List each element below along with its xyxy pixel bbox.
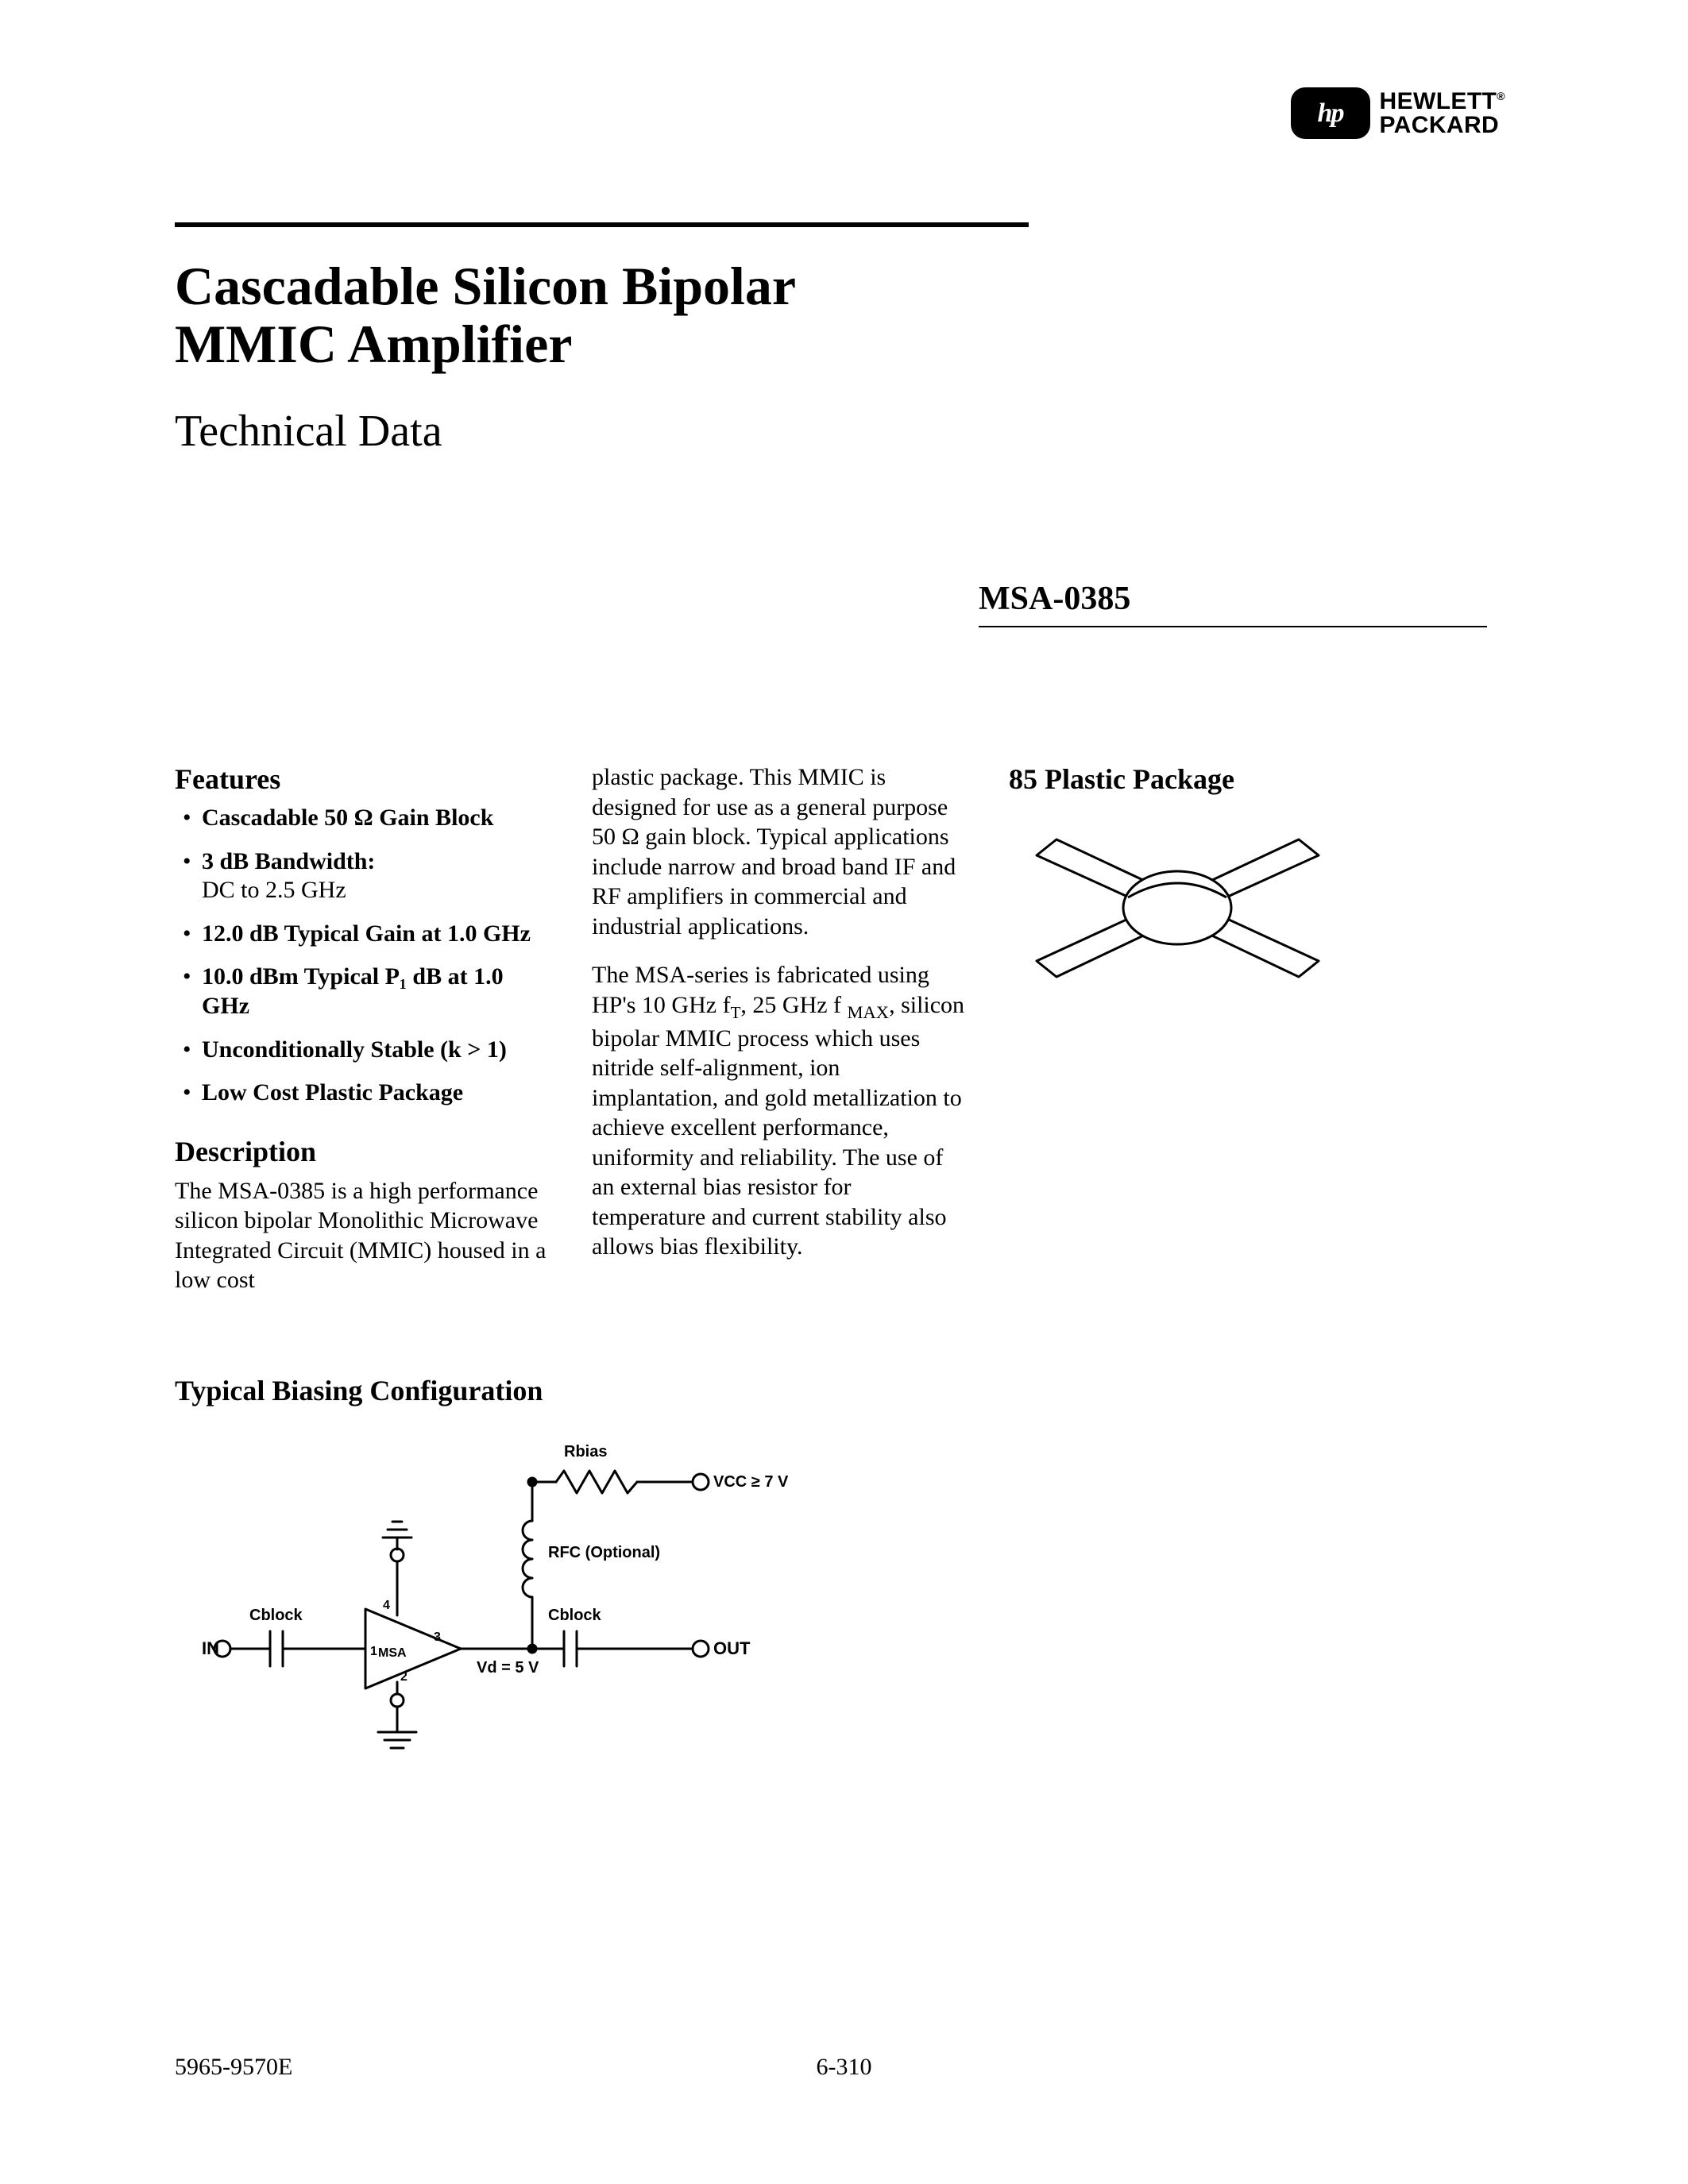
label-pin1: 1 (370, 1645, 377, 1658)
subtitle: Technical Data (175, 406, 1513, 457)
label-vcc: VCC ≥ 7 V (713, 1473, 789, 1491)
description-p1: The MSA-0385 is a high performance silic… (175, 1178, 546, 1294)
footer-left: 5965-9570E (175, 2054, 292, 2081)
hp-line2: PACKARD (1380, 112, 1500, 138)
label-cblock-left: Cblock (249, 1607, 303, 1624)
feature-item: Cascadable 50 Ω Gain Block (175, 804, 548, 833)
main-title: Cascadable Silicon Bipolar MMIC Amplifie… (175, 257, 1513, 374)
label-cblock-right: Cblock (548, 1607, 602, 1624)
feature-item: Unconditionally Stable (k > 1) (175, 1036, 548, 1065)
feature-bold: 10.0 dBm Typical P₁ dB at 1.0 GHz (202, 963, 504, 1019)
feature-plain: DC to 2.5 GHz (202, 877, 346, 903)
title-block: Cascadable Silicon Bipolar MMIC Amplifie… (175, 257, 1513, 457)
package-drawing (1009, 804, 1342, 1010)
body-columns: Features Cascadable 50 Ω Gain Block 3 dB… (175, 762, 1513, 1295)
label-out: OUT (713, 1638, 751, 1658)
label-pin2: 2 (400, 1670, 408, 1684)
label-msa: MSA (378, 1646, 407, 1660)
label-vd: Vd = 5 V (477, 1659, 539, 1677)
p2b-suffix: , silicon bipolar MMIC process which use… (592, 992, 964, 1260)
p2b-mid: , 25 GHz f (740, 992, 847, 1018)
features-list: Cascadable 50 Ω Gain Block 3 dB Bandwidt… (175, 804, 548, 1108)
feature-bold: Unconditionally Stable (k > 1) (202, 1036, 507, 1063)
package-heading: 85 Plastic Package (1009, 762, 1374, 796)
col-2: plastic package. This MMIC is designed f… (592, 762, 965, 1295)
title-line2: MMIC Amplifier (175, 314, 572, 374)
p2b-sub1: T (731, 1003, 741, 1022)
feature-bold: 3 dB Bandwidth: (202, 848, 375, 874)
registered-symbol: ® (1497, 90, 1505, 102)
p2b-sub2: MAX (848, 1002, 890, 1022)
title-line1: Cascadable Silicon Bipolar (175, 256, 796, 316)
biasing-section: Typical Biasing Configuration (175, 1374, 969, 1756)
col-3: 85 Plastic Package (1009, 762, 1374, 1295)
description-heading: Description (175, 1135, 548, 1168)
feature-item: 12.0 dB Typical Gain at 1.0 GHz (175, 920, 548, 949)
feature-bold: Cascadable 50 Ω Gain Block (202, 805, 493, 831)
hp-logo: hp HEWLETT® PACKARD (1291, 87, 1506, 139)
description-p2b: The MSA-series is fabricated using HP's … (592, 960, 965, 1262)
features-heading: Features (175, 762, 548, 796)
label-in: IN (202, 1638, 219, 1658)
label-pin3: 3 (434, 1630, 441, 1644)
description-col2: plastic package. This MMIC is designed f… (592, 762, 965, 1262)
hp-line1: HEWLETT (1380, 88, 1497, 114)
feature-item: 10.0 dBm Typical P₁ dB at 1.0 GHz (175, 963, 548, 1021)
hp-badge-text: hp (1318, 98, 1343, 129)
feature-bold: 12.0 dB Typical Gain at 1.0 GHz (202, 920, 531, 947)
biasing-heading: Typical Biasing Configuration (175, 1374, 969, 1407)
footer: 5965-9570E 6-310 (175, 2054, 1513, 2081)
label-rfc: RFC (Optional) (548, 1544, 660, 1561)
hp-badge: hp (1291, 87, 1370, 139)
footer-center: 6-310 (817, 2054, 872, 2081)
title-rule (175, 222, 1029, 227)
biasing-schematic: IN OUT Cblock Cblock Rbias VCC ≥ 7 V RFC… (199, 1418, 818, 1752)
feature-item: Low Cost Plastic Package (175, 1078, 548, 1108)
label-pin4: 4 (383, 1599, 390, 1612)
col-1: Features Cascadable 50 Ω Gain Block 3 dB… (175, 762, 548, 1295)
label-rbias: Rbias (564, 1443, 607, 1461)
hp-wordmark: HEWLETT® PACKARD (1380, 90, 1506, 137)
description-p2a: plastic package. This MMIC is designed f… (592, 764, 956, 940)
part-number: MSA-0385 (979, 580, 1487, 627)
feature-bold: Low Cost Plastic Package (202, 1079, 463, 1106)
description-col1: The MSA-0385 is a high performance silic… (175, 1176, 548, 1295)
part-number-block: MSA-0385 (979, 580, 1487, 627)
feature-item: 3 dB Bandwidth: DC to 2.5 GHz (175, 847, 548, 905)
